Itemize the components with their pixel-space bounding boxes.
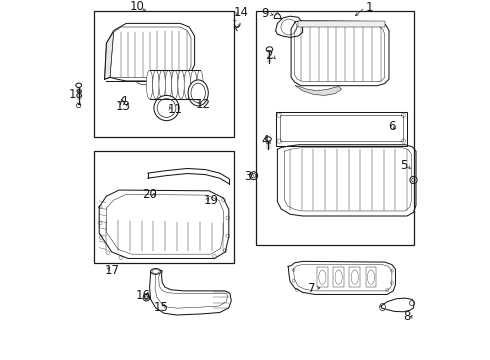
Text: 18: 18	[69, 88, 83, 101]
Text: 1: 1	[366, 1, 373, 14]
Ellipse shape	[197, 70, 203, 99]
Text: 12: 12	[196, 98, 211, 111]
Ellipse shape	[165, 70, 172, 99]
Polygon shape	[104, 32, 114, 79]
Ellipse shape	[191, 70, 197, 99]
Ellipse shape	[188, 80, 208, 106]
Text: 3: 3	[244, 170, 251, 183]
Text: 19: 19	[203, 194, 219, 207]
Ellipse shape	[153, 70, 159, 99]
Text: 16: 16	[136, 289, 151, 302]
Bar	[317, 267, 328, 287]
Circle shape	[143, 294, 149, 301]
Text: 20: 20	[142, 188, 157, 201]
Polygon shape	[291, 21, 389, 86]
Circle shape	[410, 176, 417, 184]
Text: 8: 8	[403, 310, 411, 323]
Ellipse shape	[266, 137, 271, 141]
Bar	[94, 11, 234, 137]
Text: 7: 7	[308, 282, 316, 294]
Ellipse shape	[178, 70, 184, 99]
Ellipse shape	[159, 70, 166, 99]
Polygon shape	[277, 145, 416, 216]
Bar	[256, 11, 414, 245]
Bar	[149, 71, 200, 98]
Text: 13: 13	[116, 100, 131, 113]
Polygon shape	[275, 16, 303, 37]
Bar	[349, 267, 360, 287]
Bar	[333, 267, 344, 287]
Polygon shape	[104, 23, 195, 81]
Ellipse shape	[76, 83, 81, 87]
Text: 15: 15	[154, 301, 169, 314]
Text: 9: 9	[261, 7, 269, 20]
Text: 5: 5	[400, 159, 407, 172]
Polygon shape	[99, 190, 229, 258]
Ellipse shape	[154, 95, 179, 121]
Bar	[275, 112, 407, 146]
Bar	[298, 21, 385, 27]
Text: 10: 10	[129, 0, 145, 13]
Polygon shape	[381, 298, 414, 312]
Bar	[94, 151, 234, 263]
Polygon shape	[288, 261, 395, 294]
Polygon shape	[295, 86, 342, 95]
Ellipse shape	[266, 47, 273, 52]
Ellipse shape	[147, 70, 153, 99]
Polygon shape	[149, 270, 231, 315]
Bar	[366, 267, 376, 287]
Circle shape	[250, 172, 258, 180]
Text: 14: 14	[234, 6, 249, 19]
Ellipse shape	[184, 70, 191, 99]
Bar	[280, 115, 403, 141]
Text: 2: 2	[265, 49, 272, 62]
Text: 4: 4	[261, 134, 269, 147]
Text: 11: 11	[167, 103, 182, 116]
Ellipse shape	[172, 70, 178, 99]
Text: 6: 6	[388, 120, 395, 132]
Ellipse shape	[151, 269, 161, 274]
Text: 17: 17	[104, 264, 119, 277]
